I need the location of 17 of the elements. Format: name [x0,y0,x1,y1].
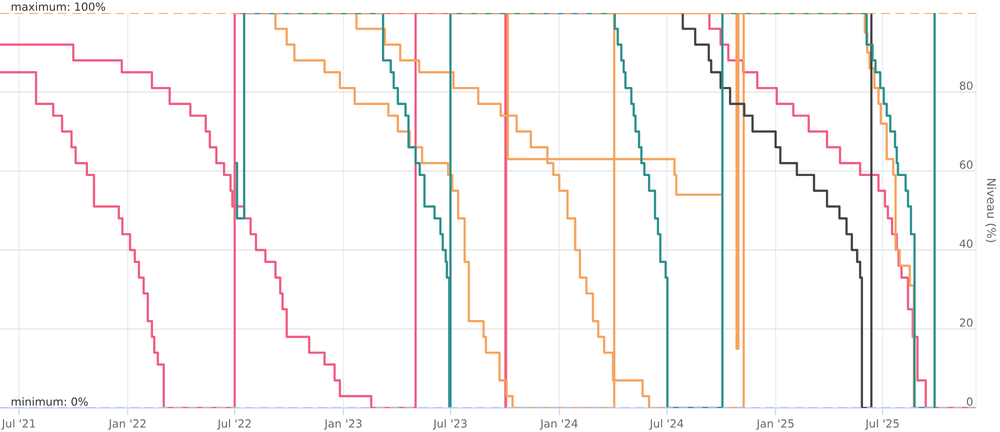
x-tick-label: Jul '24 [649,419,684,430]
ref-line-label: maximum: 100% [12,2,106,11]
y-tick-label: 40 [960,239,972,248]
ref-line-label: minimum: 0% [12,397,88,406]
y-axis-title: Niveau (%) [986,179,996,242]
y-tick-label: 0 [966,397,972,406]
x-tick-label: Jul '23 [432,419,467,430]
x-tick-label: Jan '25 [756,419,794,430]
x-tick-label: Jan '23 [324,419,362,430]
x-tick-label: Jul '21 [1,419,35,430]
y-tick-label: 80 [960,81,972,90]
x-tick-label: Jan '24 [540,419,578,430]
x-tick-label: Jan '22 [108,419,146,430]
y-tick-label: 60 [960,160,972,169]
y-tick-label: 20 [960,318,972,327]
x-tick-label: Jul '25 [864,419,899,430]
x-tick-label: Jul '22 [217,419,251,430]
